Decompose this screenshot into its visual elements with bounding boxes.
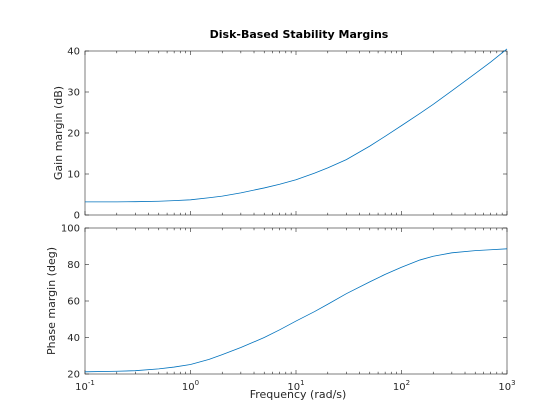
gain-margin-yticks: 0 10 20 30 40 (67, 47, 507, 222)
xtick-base: 10 (498, 382, 511, 393)
xtick-base: 10 (75, 382, 88, 393)
xtick-exponent: 1 (300, 379, 304, 387)
phase-margin-yticks: 20 40 60 80 100 (61, 224, 507, 381)
ytick-label: 10 (67, 170, 80, 181)
ytick-label: 60 (67, 297, 80, 308)
chart-title: Disk-Based Stability Margins (210, 28, 389, 41)
phase-margin-plot-area (84, 227, 508, 375)
ytick-label: 30 (67, 88, 80, 99)
xtick-exponent: -1 (88, 379, 95, 387)
gain-margin-axes: Gain margin (dB) 0 10 20 30 40 (52, 47, 508, 222)
gain-margin-ylabel: Gain margin (dB) (52, 86, 65, 180)
ytick-label: 40 (67, 333, 80, 344)
gain-margin-plot-area (84, 50, 508, 216)
ytick-label: 20 (67, 129, 80, 140)
ytick-label: 20 (67, 370, 80, 381)
ytick-label: 0 (74, 211, 80, 222)
xtick-exponent: 0 (195, 379, 199, 387)
xtick-label: 101 (287, 379, 304, 393)
xtick-exponent: 2 (406, 379, 410, 387)
phase-margin-ylabel: Phase margin (deg) (45, 247, 58, 355)
xtick-label: 103 (498, 379, 515, 393)
xtick-base: 10 (287, 382, 300, 393)
xtick-label: 10-1 (75, 379, 95, 393)
xtick-label: 102 (393, 379, 410, 393)
xtick-base: 10 (182, 382, 195, 393)
phase-margin-xticks: 10-1 100 101 102 103 (75, 228, 516, 393)
gain-margin-curve (85, 48, 508, 203)
ytick-label: 40 (67, 47, 80, 58)
phase-margin-curve (84, 248, 508, 373)
xtick-base: 10 (393, 382, 406, 393)
frequency-xlabel: Frequency (rad/s) (250, 388, 347, 401)
ytick-label: 80 (67, 260, 80, 271)
xtick-label: 100 (182, 379, 199, 393)
ytick-label: 100 (61, 224, 80, 235)
xtick-exponent: 3 (511, 379, 515, 387)
